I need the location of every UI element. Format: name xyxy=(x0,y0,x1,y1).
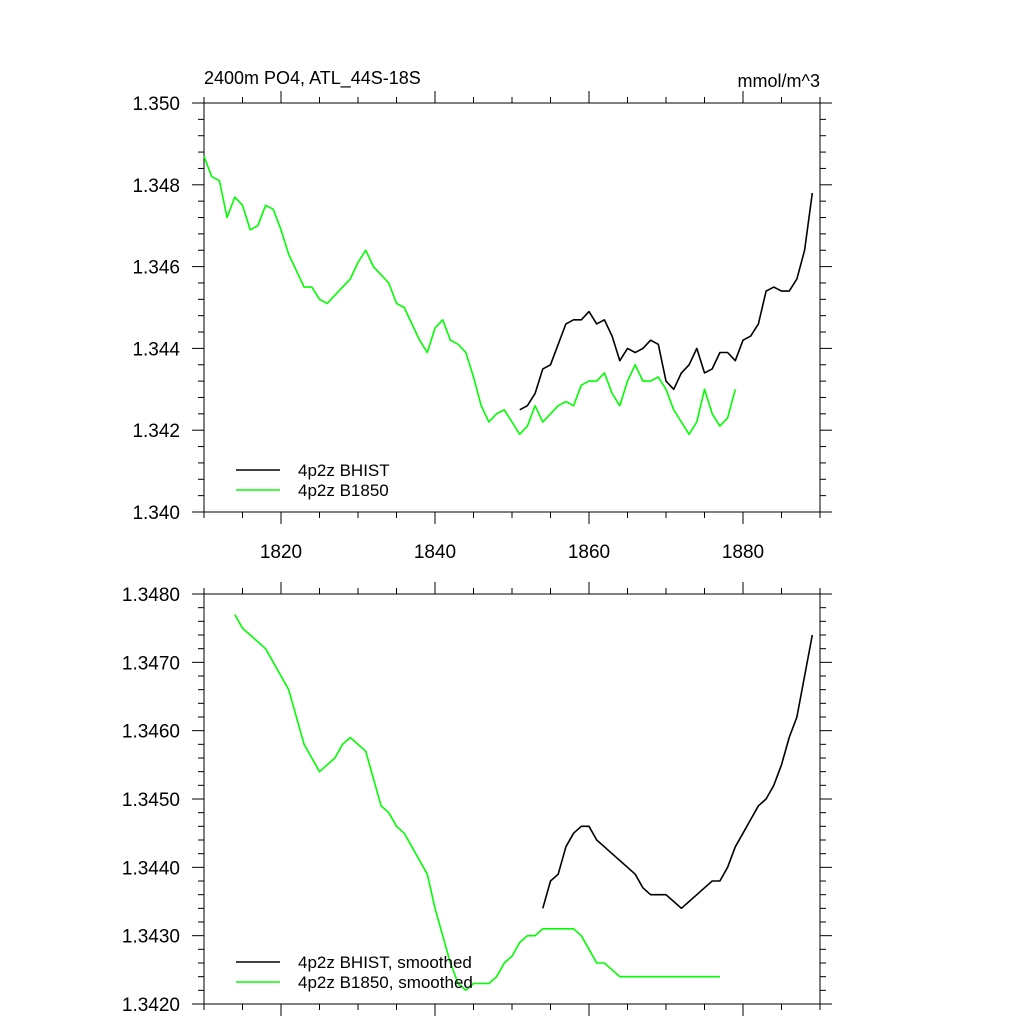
legend-label: 4p2z BHIST, smoothed xyxy=(298,953,472,972)
y-tick-label: 1.346 xyxy=(132,258,180,279)
y-tick-label: 1.3470 xyxy=(122,653,180,674)
top-panel-units: mmol/m^3 xyxy=(738,71,820,91)
bottom-panel: 1.3420 1.3430 1.3440 1.3450 1.3460 1.3470 1.34… xyxy=(122,582,832,1016)
y-tick-label: 1.344 xyxy=(132,339,180,360)
x-tick-label: 1840 xyxy=(414,542,456,563)
top-panel: 2400m PO4, ATL_44S-18S mmol/m^3 1820 1840… xyxy=(132,68,832,563)
legend-label: 4p2z B1850, smoothed xyxy=(298,973,473,992)
y-tick-label: 1.342 xyxy=(132,421,180,442)
y-tick-label: 1.3440 xyxy=(122,858,180,879)
x-tick-label: 1820 xyxy=(260,542,302,563)
bottom-axis-ticks: 1.3420 1.3430 1.3440 1.3450 1.3460 1.3470 1.34… xyxy=(122,582,832,1016)
top-axis-ticks: 1820 1840 1860 1880 1.340 1.342 1.344 1.346 1.34… xyxy=(132,91,832,563)
top-plot-frame xyxy=(203,102,821,513)
bottom-series-group xyxy=(234,614,814,992)
bottom-plot-frame xyxy=(203,593,821,1005)
y-tick-label: 1.3480 xyxy=(122,585,180,606)
y-tick-label: 1.340 xyxy=(132,503,180,524)
series-line xyxy=(542,634,814,910)
y-tick-label: 1.3450 xyxy=(122,790,180,811)
series-line xyxy=(234,614,720,992)
y-tick-label: 1.3460 xyxy=(122,722,180,743)
y-tick-label: 1.3430 xyxy=(122,927,180,948)
x-tick-label: 1860 xyxy=(568,542,610,563)
legend-label: 4p2z B1850 xyxy=(298,481,389,500)
top-panel-title: 2400m PO4, ATL_44S-18S xyxy=(204,68,421,89)
series-line xyxy=(203,155,737,436)
y-tick-label: 1.3420 xyxy=(122,995,180,1016)
legend-label: 4p2z BHIST xyxy=(298,461,390,480)
series-line xyxy=(519,192,814,411)
y-tick-label: 1.348 xyxy=(132,176,180,197)
top-series-group xyxy=(203,155,814,436)
x-tick-label: 1880 xyxy=(722,542,764,563)
y-tick-label: 1.350 xyxy=(132,94,180,115)
